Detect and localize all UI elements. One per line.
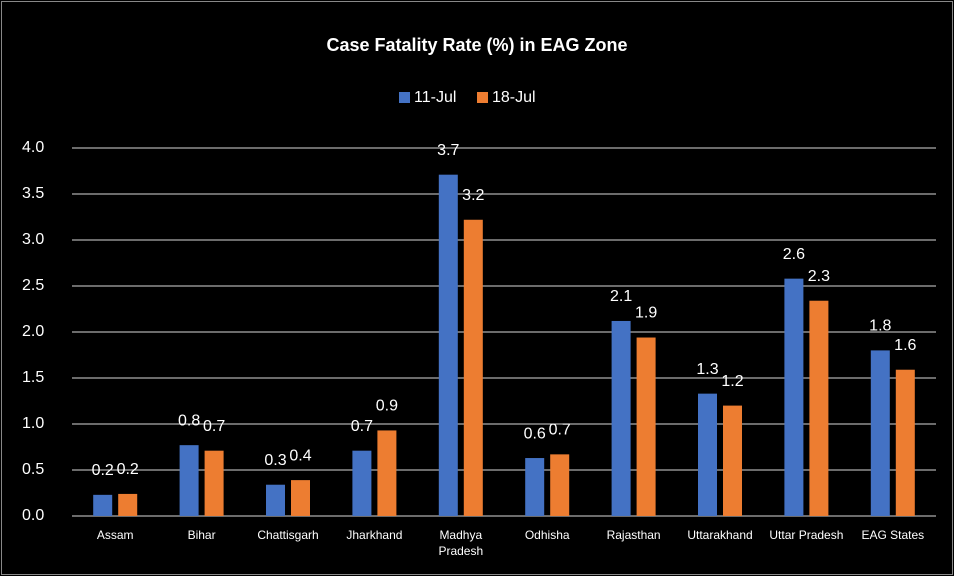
legend-swatch [399,92,410,103]
x-tick-label: Uttarakhand [687,528,752,542]
y-tick-label: 0.5 [22,461,44,478]
x-tick-label: Jharkhand [346,528,402,542]
value-label: 0.2 [117,461,139,478]
legend-swatch [477,92,488,103]
y-tick-label: 1.5 [22,369,44,386]
bar [93,494,113,516]
y-tick-label: 0.0 [22,507,44,524]
value-label: 1.3 [696,361,718,378]
x-tick-label: Odhisha [525,528,570,542]
value-label: 0.6 [524,425,546,442]
x-tick-label: Uttar Pradesh [769,528,843,542]
value-label: 3.2 [462,187,484,204]
value-label: 0.3 [264,452,286,469]
bar [179,445,199,516]
bar [291,480,310,516]
value-label: 2.1 [610,288,632,305]
value-label: 1.2 [721,373,743,390]
value-label: 1.6 [894,337,916,354]
value-label: 2.6 [783,246,805,263]
legend-label: 11-Jul [414,89,456,106]
x-tick-label: Madhya Pradesh [438,528,483,558]
value-label: 0.7 [351,418,373,435]
bar [723,405,742,516]
value-label: 0.2 [92,462,114,479]
y-tick-label: 3.0 [22,231,44,248]
value-label: 2.3 [808,268,830,285]
y-tick-label: 3.5 [22,185,44,202]
bar [525,458,545,516]
value-label: 1.9 [635,305,657,322]
y-tick-label: 4.0 [22,139,44,156]
bar [438,174,458,516]
value-label: 3.7 [437,142,459,159]
value-label: 0.8 [178,412,200,429]
bar [463,219,483,516]
value-label: 0.4 [289,447,311,464]
bar [870,350,890,516]
value-label: 0.7 [203,418,225,435]
x-tick-label: Assam [97,528,134,542]
x-tick-label: Rajasthan [607,528,661,542]
value-label: 0.7 [549,422,571,439]
value-label: 0.9 [376,398,398,415]
bar [784,278,804,516]
y-tick-label: 1.0 [22,415,44,432]
bar [611,320,631,516]
bar [118,493,138,516]
y-tick-label: 2.5 [22,277,44,294]
x-tick-label: EAG States [861,528,924,542]
y-tick-label: 2.0 [22,323,44,340]
x-tick-label: Chattisgarh [257,528,318,542]
bar [352,450,372,516]
bar [550,454,570,516]
legend-label: 18-Jul [492,89,536,106]
x-tick-label: Bihar [188,528,216,542]
bar [895,369,915,516]
bar [809,300,829,516]
bar [636,337,656,516]
chart-title: Case Fatality Rate (%) in EAG Zone [326,35,627,55]
bar [377,430,397,516]
bar [698,393,717,516]
bar [266,484,285,516]
value-label: 1.8 [869,318,891,335]
bar [204,450,224,516]
